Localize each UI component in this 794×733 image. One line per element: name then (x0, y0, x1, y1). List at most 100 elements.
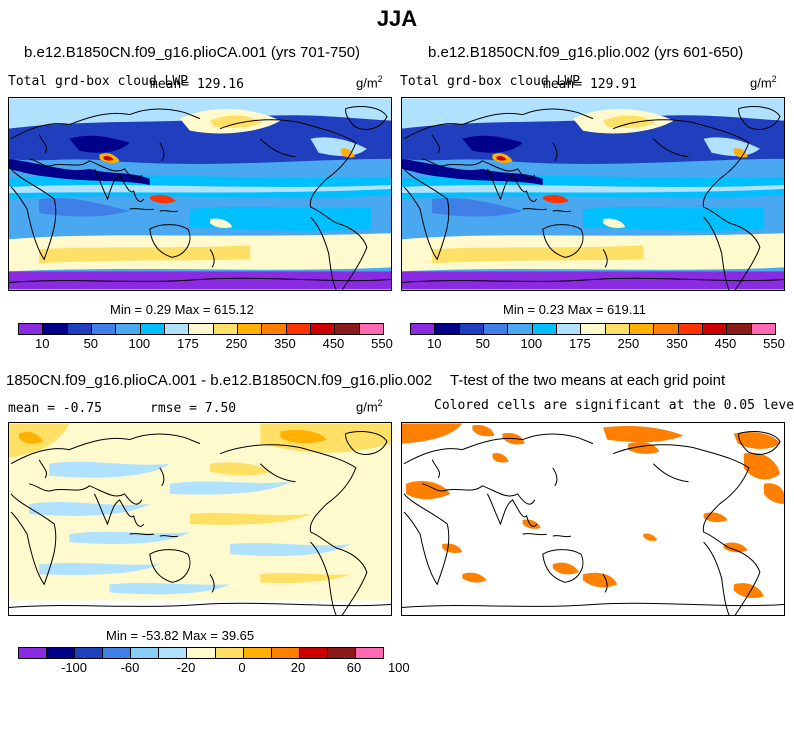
colorbar-swatch (19, 324, 44, 334)
panel-4-map-svg (402, 423, 784, 615)
colorbar-swatch (581, 324, 606, 334)
colorbar-tick-label: 175 (177, 336, 199, 351)
units-exponent: 2 (377, 74, 383, 84)
colorbar-tick-label: 20 (290, 660, 306, 675)
colorbar-swatch (483, 324, 509, 334)
colorbar-tick-label: -20 (176, 660, 196, 675)
colorbar-swatch (215, 648, 244, 658)
panel-2-mean: mean= 129.91 (543, 77, 637, 92)
panel-2-title: b.e12.B1850CN.f09_g16.plio.002 (yrs 601-… (428, 44, 744, 61)
panel-3-units: g/m2 (356, 398, 383, 414)
colorbar-swatch (459, 324, 484, 334)
colorbar-swatch (131, 648, 160, 658)
colorbar-swatch (299, 648, 328, 658)
units-label: g/m (356, 399, 378, 415)
panel-2-map-svg (402, 98, 784, 290)
colorbar-swatch (678, 324, 703, 334)
panel-2-minmax: Min = 0.23 Max = 619.11 (503, 302, 646, 317)
colorbar-swatch (262, 324, 287, 334)
colorbar-tick-label: 175 (569, 336, 591, 351)
panel-4-title: T-test of the two means at each grid poi… (450, 372, 726, 389)
panel-1-units: g/m2 (356, 74, 383, 90)
units-label: g/m (750, 75, 772, 91)
colorbar-swatch (116, 324, 141, 334)
colorbar-tick-label: 350 (666, 336, 688, 351)
colorbar-tick-label: 50 (475, 336, 491, 351)
colorbar-swatch (335, 324, 360, 334)
panel-1-title: b.e12.B1850CN.f09_g16.plioCA.001 (yrs 70… (24, 44, 361, 61)
colorbar-tick-label: -100 (60, 660, 88, 675)
colorbar-tick-label: 450 (322, 336, 345, 351)
colorbar-swatch (271, 648, 300, 658)
colorbar-tick-label: 100 (128, 336, 151, 351)
units-label: g/m (356, 75, 378, 91)
colorbar-swatch (411, 324, 436, 334)
colorbar-swatch (629, 324, 655, 334)
colorbar-3 (18, 647, 384, 659)
colorbar-swatch (103, 648, 132, 658)
colorbar-tick-label: 60 (346, 660, 362, 675)
colorbar-1 (18, 323, 384, 335)
colorbar-tick-label: 10 (35, 336, 50, 351)
units-exponent: 2 (377, 398, 383, 408)
colorbar-tick-label: 0 (238, 660, 246, 675)
colorbar-swatch (213, 324, 238, 334)
colorbar-swatch (159, 648, 188, 658)
season-title: JJA (376, 6, 418, 31)
colorbar-swatch (91, 324, 117, 334)
colorbar-swatch (508, 324, 533, 334)
panel-1-variable: Total grd-box cloud LWP (8, 74, 189, 89)
colorbar-swatch (43, 324, 68, 334)
colorbar-swatch (47, 648, 76, 658)
panel-1-map-svg (9, 98, 391, 290)
colorbar-2 (410, 323, 776, 335)
colorbar-tick-label: 550 (763, 336, 785, 351)
colorbar-swatch (727, 324, 752, 334)
colorbar-tick-label: 450 (714, 336, 737, 351)
panel-4-map (401, 422, 785, 616)
colorbar-swatch (751, 324, 775, 334)
panel-3-mean: mean = -0.75 (8, 401, 102, 416)
panel-1-map (8, 97, 392, 291)
panel-3-minmax: Min = -53.82 Max = 39.65 (106, 628, 255, 643)
colorbar-swatch (359, 324, 383, 334)
colorbar-tick-label: 10 (427, 336, 442, 351)
units-exponent: 2 (771, 74, 777, 84)
colorbar-tick-label: 350 (274, 336, 296, 351)
colorbar-tick-label: 250 (617, 336, 640, 351)
panel-2-variable: Total grd-box cloud LWP (400, 74, 581, 89)
colorbar-tick-label: 100 (520, 336, 543, 351)
panel-3-title: 1850CN.f09_g16.plioCA.001 - b.e12.B1850C… (6, 372, 433, 389)
colorbar-swatch (67, 324, 92, 334)
colorbar-swatch (654, 324, 679, 334)
colorbar-swatch (532, 324, 557, 334)
colorbar-swatch (355, 648, 384, 658)
colorbar-tick-label: 250 (225, 336, 248, 351)
colorbar-swatch (435, 324, 460, 334)
colorbar-swatch (189, 324, 214, 334)
colorbar-swatch (140, 324, 165, 334)
panel-2-map (401, 97, 785, 291)
colorbar-swatch (187, 648, 216, 658)
panel-3-rmse: rmse = 7.50 (150, 401, 237, 416)
colorbar-swatch (310, 324, 336, 334)
panel-3-map-svg (9, 423, 391, 615)
colorbar-swatch (164, 324, 190, 334)
colorbar-swatch (75, 648, 104, 658)
colorbar-tick-label: 100 (387, 660, 410, 675)
panel-3-map (8, 422, 392, 616)
colorbar-swatch (605, 324, 630, 334)
colorbar-swatch (556, 324, 582, 334)
panel-4-subtitle: Colored cells are significant at the 0.0… (434, 398, 794, 413)
colorbar-swatch (702, 324, 728, 334)
colorbar-tick-label: 50 (83, 336, 99, 351)
panel-1-mean: mean= 129.16 (150, 77, 244, 92)
colorbar-swatch (237, 324, 263, 334)
colorbar-swatch (243, 648, 272, 658)
colorbar-swatch (286, 324, 311, 334)
colorbar-swatch (327, 648, 356, 658)
colorbar-swatch (19, 648, 48, 658)
colorbar-tick-label: 550 (371, 336, 393, 351)
panel-1-minmax: Min = 0.29 Max = 615.12 (110, 302, 254, 317)
colorbar-tick-label: -60 (120, 660, 140, 675)
